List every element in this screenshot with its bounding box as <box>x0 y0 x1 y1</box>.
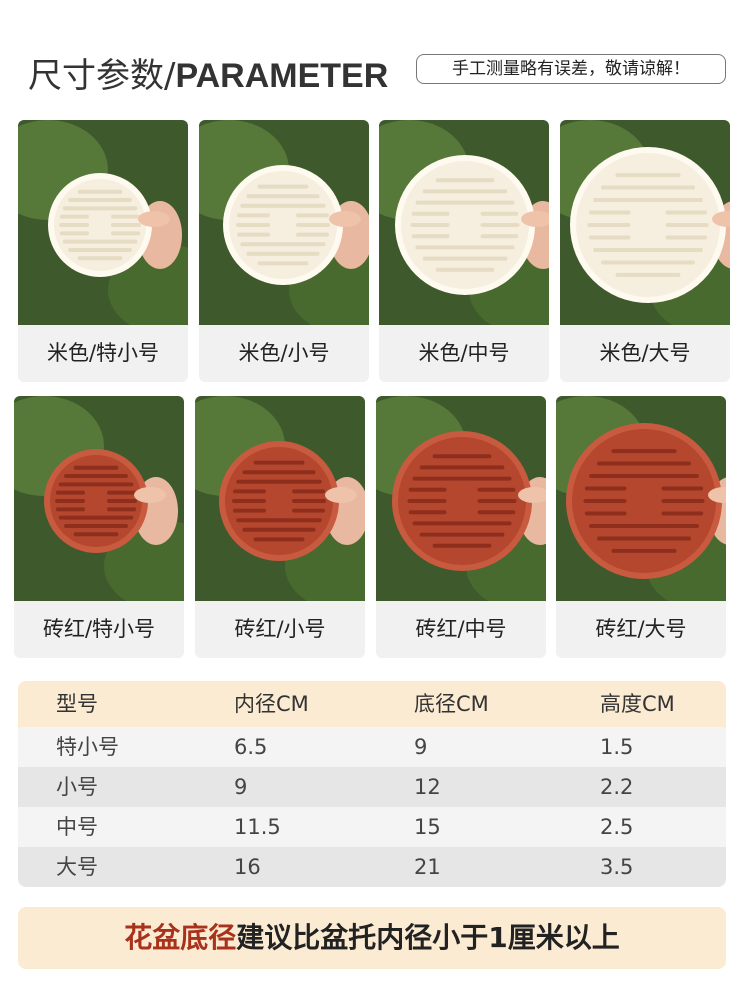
header-cell: 内径CM <box>234 692 309 716</box>
footer: 花盆底径建议比盆托内径小于1厘米以上 <box>18 907 726 969</box>
product-card: 砖红/小号 <box>195 396 365 658</box>
table-cell: 大号 <box>56 855 98 879</box>
table-cell: 9 <box>234 775 248 799</box>
product-photo <box>195 396 365 601</box>
product-caption: 砖红/大号 <box>595 617 687 641</box>
note: 手工测量略有误差，敬请谅解！ <box>416 54 726 84</box>
table-cell: 2.2 <box>600 775 634 799</box>
product-caption: 砖红/小号 <box>234 617 326 641</box>
product-caption: 米色/小号 <box>238 341 330 365</box>
table-row: 大号 16 21 3.5 <box>18 847 726 887</box>
finger <box>712 211 730 227</box>
finger <box>134 487 166 503</box>
finger <box>521 211 549 227</box>
size-table: 型号 内径CM 底径CM 高度CM 特小号 6.5 9 1.5 小号 9 12 2.2 中号 11.5 15… <box>18 681 726 887</box>
finger <box>708 487 726 503</box>
product-card: 米色/特小号 <box>18 120 188 382</box>
table-cell: 16 <box>234 855 261 879</box>
product-card: 砖红/大号 <box>556 396 726 658</box>
product-photo <box>556 396 726 601</box>
product-card: 砖红/特小号 <box>14 396 184 658</box>
finger <box>329 211 361 227</box>
title-en: PARAMETER <box>175 57 389 95</box>
table-cell: 特小号 <box>56 735 119 759</box>
table-cell: 15 <box>414 815 441 839</box>
table-cell: 小号 <box>56 775 98 799</box>
product-photo <box>560 120 730 325</box>
finger <box>518 487 546 503</box>
product-card: 米色/中号 <box>379 120 549 382</box>
table-row: 特小号 6.5 9 1.5 <box>18 727 726 767</box>
product-card: 米色/小号 <box>199 120 369 382</box>
header-cell: 型号 <box>56 692 98 716</box>
title: 尺寸参数/PARAMETER <box>28 48 388 97</box>
header-cell: 高度CM <box>600 692 675 716</box>
product-photo <box>379 120 549 325</box>
product-card: 砖红/中号 <box>376 396 546 658</box>
product-card: 米色/大号 <box>560 120 730 382</box>
header-cell: 底径CM <box>414 692 489 716</box>
table-cell: 21 <box>414 855 441 879</box>
table-row: 中号 11.5 15 2.5 <box>18 807 726 847</box>
finger <box>138 211 170 227</box>
footer-highlight: 花盆底径 <box>124 921 237 954</box>
table-cell: 中号 <box>56 815 98 839</box>
table-cell: 3.5 <box>600 855 634 879</box>
product-photo <box>18 120 188 325</box>
product-photo <box>14 396 184 601</box>
table-cell: 2.5 <box>600 815 634 839</box>
table-row: 小号 9 12 2.2 <box>18 767 726 807</box>
product-caption: 米色/特小号 <box>46 341 160 365</box>
table-cell: 9 <box>414 735 428 759</box>
product-caption: 砖红/中号 <box>415 617 507 641</box>
product-caption: 米色/大号 <box>599 341 691 365</box>
table-cell: 1.5 <box>600 735 634 759</box>
product-caption: 米色/中号 <box>418 341 510 365</box>
product-caption: 砖红/特小号 <box>42 617 156 641</box>
table-cell: 6.5 <box>234 735 268 759</box>
product-photo <box>199 120 369 325</box>
table-cell: 11.5 <box>234 815 281 839</box>
table-cell: 12 <box>414 775 441 799</box>
product-photo <box>376 396 546 601</box>
finger <box>325 487 357 503</box>
table-header: 型号 内径CM 底径CM 高度CM <box>18 681 726 727</box>
title-cn: 尺寸参数/ <box>28 56 176 96</box>
footer-text: 建议比盆托内径小于1厘米以上 <box>236 921 620 954</box>
